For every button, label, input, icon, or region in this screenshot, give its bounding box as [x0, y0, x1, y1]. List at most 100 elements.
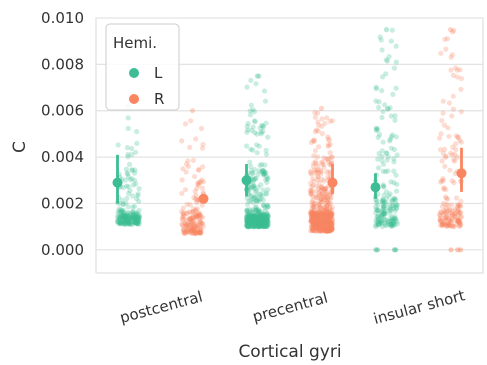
data-point: [262, 219, 268, 225]
data-point: [329, 223, 335, 229]
data-point: [249, 217, 255, 223]
data-point: [322, 196, 328, 202]
data-point: [248, 209, 254, 215]
data-point: [312, 201, 318, 207]
data-point: [443, 187, 449, 193]
data-point: [257, 162, 263, 168]
data-point: [122, 214, 128, 220]
data-point: [194, 224, 200, 230]
data-point: [132, 220, 138, 226]
data-point: [442, 163, 448, 169]
data-point: [125, 218, 131, 224]
data-point: [182, 121, 189, 127]
data-point: [255, 222, 261, 228]
data-point: [259, 212, 265, 219]
data-point: [196, 229, 202, 235]
data-point: [250, 124, 256, 130]
data-point: [373, 217, 379, 223]
data-point: [260, 219, 266, 226]
data-point: [385, 168, 391, 174]
data-point: [244, 216, 250, 222]
data-point: [319, 217, 325, 223]
data-point: [437, 135, 443, 141]
data-point: [248, 213, 254, 219]
data-point: [379, 47, 385, 53]
data-point: [437, 215, 444, 221]
data-point: [321, 223, 327, 229]
data-point: [179, 138, 185, 144]
data-point: [258, 216, 264, 222]
data-point: [442, 216, 448, 222]
data-point: [457, 137, 463, 143]
data-point: [256, 218, 262, 225]
data-point: [130, 216, 136, 222]
data-point: [252, 212, 258, 218]
data-point: [259, 122, 265, 128]
data-point: [329, 227, 335, 233]
data-point: [329, 226, 335, 233]
data-point: [258, 196, 264, 202]
data-point: [458, 221, 464, 227]
data-point: [440, 211, 446, 217]
data-point: [447, 219, 453, 225]
data-point: [442, 208, 448, 214]
data-point: [262, 222, 268, 228]
data-point: [379, 218, 385, 224]
data-point: [253, 215, 259, 221]
data-point: [124, 170, 130, 176]
data-point: [117, 220, 123, 226]
data-point: [321, 194, 327, 201]
data-point: [324, 215, 330, 221]
data-point: [263, 223, 269, 229]
data-point: [136, 221, 142, 227]
data-point: [389, 223, 395, 229]
data-point: [265, 187, 271, 193]
data-point: [130, 182, 136, 188]
data-point: [195, 222, 201, 228]
data-point: [391, 146, 397, 153]
data-point: [379, 199, 385, 205]
data-point: [308, 228, 314, 234]
data-point: [380, 108, 386, 115]
data-point: [254, 150, 260, 156]
data-point: [255, 213, 261, 219]
data-point: [324, 225, 330, 231]
data-point: [450, 106, 456, 112]
data-point: [323, 228, 329, 234]
data-point: [131, 211, 137, 217]
data-point: [324, 208, 330, 214]
data-point: [260, 214, 266, 220]
data-point: [251, 220, 257, 226]
data-point: [258, 192, 264, 198]
data-point: [309, 220, 315, 226]
data-point: [317, 214, 323, 220]
data-point: [199, 185, 205, 191]
data-point: [391, 156, 397, 162]
data-point: [263, 170, 269, 176]
data-point: [329, 205, 335, 211]
data-point: [252, 167, 258, 173]
data-point: [247, 214, 253, 220]
data-point: [389, 132, 396, 138]
data-point: [249, 220, 255, 226]
data-point: [451, 224, 457, 230]
data-point: [258, 182, 264, 188]
data-point: [256, 198, 262, 204]
data-point: [116, 220, 122, 226]
data-point: [194, 185, 200, 191]
data-point: [197, 230, 203, 236]
data-point: [194, 214, 200, 220]
data-point: [445, 221, 451, 227]
data-point: [257, 210, 263, 216]
data-point: [132, 219, 139, 225]
data-point: [123, 218, 129, 224]
data-point: [243, 143, 250, 149]
data-point: [260, 197, 266, 203]
data-point: [327, 225, 333, 231]
data-point: [322, 185, 328, 192]
data-point: [378, 37, 384, 43]
data-point: [244, 218, 250, 224]
data-point: [448, 67, 454, 73]
data-point: [316, 205, 322, 211]
data-point: [320, 213, 326, 219]
